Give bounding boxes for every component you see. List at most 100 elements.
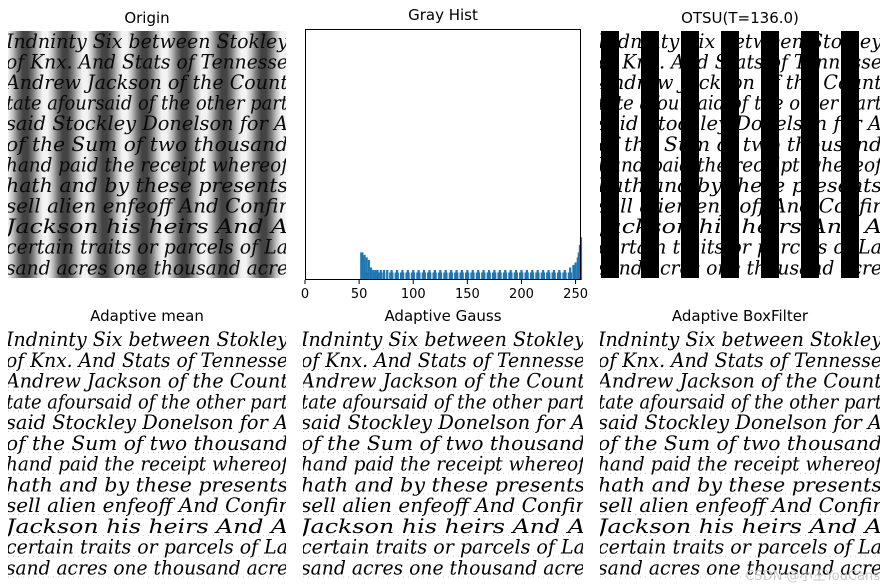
handwriting-line: Andrew Jackson of the Count [303,369,583,393]
handwriting-line: of Knx. And Stats of Tennesse [8,348,286,372]
handwriting-line: Indninty Six between Stokley [8,329,286,351]
hist-bar [460,269,464,280]
hist-bar-fill [524,272,527,280]
hist-bar-fill [475,272,478,280]
hist-bar-fill [502,272,505,280]
hist-bar-fill [546,272,548,280]
handwriting-line: hath and by these presents [8,173,286,197]
hist-bar-fill [429,272,432,280]
handwriting-line: sand acres one thousand acre [8,255,286,278]
hist-bar-fill [424,272,426,280]
adaptive-gauss-title: Adaptive Gauss [384,307,502,325]
hist-bar-fill [548,272,551,280]
handwriting-line: Andrew Jackson of the Count [600,369,880,393]
otsu-title: OTSU(T=136.0) [681,9,799,27]
handwriting-line: of Knx. And Stats of Tennesse [303,348,583,372]
hist-bar-fill [410,272,413,280]
hist-bar-fill [427,272,429,280]
hist-bar-fill [445,272,448,280]
hist-bar [428,269,431,280]
hist-bar-fill [440,272,443,280]
hist-bar-fill [565,272,567,280]
x-tick-label: 150 [455,287,480,302]
hist-bar [367,259,370,280]
hist-bar-fill [505,272,508,280]
hist-bar-fill [467,272,470,280]
hist-bar [466,269,469,280]
hist-bar-fill [391,272,394,280]
handwriting-line: said Stockley Donelson for A [303,410,583,434]
handwriting-line: hath and by these presents [600,472,880,496]
hist-bar-fill [521,272,524,280]
x-tick-label: 200 [509,287,534,302]
threshold-black-band [721,31,739,278]
handwriting-line: said Stockley Donelson for A [8,410,286,434]
hist-bar [374,269,377,280]
hist-bar-fill [381,272,383,280]
hist-bar [401,269,404,280]
hist-bar-fill [478,272,481,280]
hist-bar-fill [448,272,451,280]
hist-bar [439,269,442,280]
hist-bar [361,252,364,280]
hist-bar-fill [573,272,575,280]
hist-bar-fill [500,272,502,280]
hist-bar-fill [413,272,416,280]
x-tick-label: 50 [351,287,368,302]
hist-bar-fill [473,272,475,280]
x-tick-label: 250 [563,287,588,302]
hist-bar-fill [375,272,378,280]
hist-bar [542,269,545,280]
origin-title: Origin [124,9,170,27]
x-tick-label: 0 [301,287,309,302]
handwriting-line: Andrew Jackson of the Count [8,70,286,94]
hist-bar [390,269,393,280]
hist-bar [422,269,426,280]
hist-bar-fill [529,272,532,280]
handwriting-line: certain traits or parcels of La [8,535,286,559]
hist-bar-fill [543,272,545,280]
hist-bar [477,269,480,280]
stripe-background [8,31,286,278]
handwriting-line: Jackson his heirs And A [8,514,286,538]
hist-bar [547,269,550,280]
handwriting-line: sell alien enfeoff And Confir [303,493,583,517]
hist-bar [471,269,474,280]
hist-bar-fill [459,272,462,280]
threshold-black-band [761,31,779,278]
hist-bar [406,269,409,280]
hist-bar-fill [418,272,421,280]
hist-bar-fill [378,272,380,280]
handwriting-line: hand paid the receipt whereof [600,452,880,476]
handwriting-line: Andrew Jackson of the Count [8,369,286,393]
hist-bar [569,267,572,280]
hist-bar-fill [551,272,554,280]
hist-bar-fill [372,272,375,280]
hist-bar [412,269,415,280]
handwriting-line: sell alien enfeoff And Confir [8,194,286,218]
gray-hist-title: Gray Hist [408,6,478,24]
hist-bar-fill [491,272,494,280]
hist-bar-fill [556,272,559,280]
handwriting-line: Indninty Six between Stokley [8,31,286,53]
handwriting-line: sand acres one thousand acre [8,555,286,578]
hist-bar-fill [399,272,402,280]
hist-bar-fill [516,272,518,280]
hist-bar-fill [567,272,570,280]
hist-bar-fill [562,272,564,280]
hist-bar-fill [454,272,456,280]
handwriting-line: Jackson his heirs And A [600,514,880,538]
handwriting-line: tate afoursaid of the other part [8,91,286,115]
hist-bar-fill [402,272,405,280]
handwriting-line: of Knx. And Stats of Tennesse [8,49,286,73]
handwriting-line: sand acres one thousand acre [303,555,583,578]
threshold-black-band [601,31,619,278]
origin-image: Indninty Six between Stokley of Knx. And … [8,31,286,278]
watermark: CSDN @小王YouCans [745,569,880,584]
handwriting-line: said Stockley Donelson for A [600,410,880,434]
hist-bar-fill [535,272,537,280]
hist-bar-fill [432,272,435,280]
hist-bar-fill [470,272,472,280]
handwriting-line: said Stockley Donelson for A [8,111,286,135]
hist-bar-fill [464,272,467,280]
